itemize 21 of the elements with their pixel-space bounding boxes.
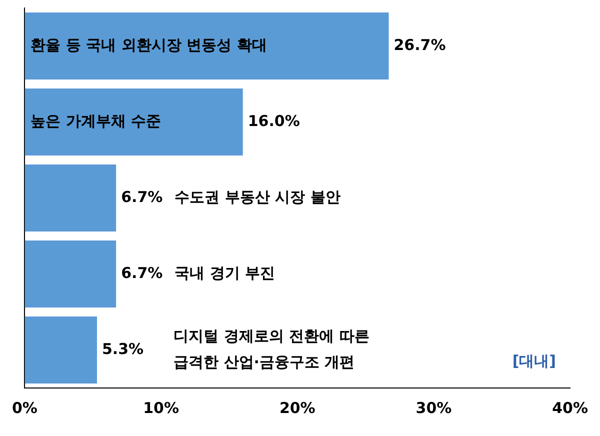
data-label: 6.7% [121,264,163,282]
data-label: 26.7% [394,36,446,54]
bar [24,164,116,232]
x-tick-label: 30% [416,398,452,417]
bar [24,316,97,384]
x-tick-label: 0% [12,398,38,417]
y-tick-label: 국내 경기 부진 [174,264,276,282]
x-tick-label: 10% [143,398,180,417]
data-label: 16.0% [248,112,300,130]
y-tick-label: 수도권 부동산 시장 불안 [174,188,340,206]
x-tick-label: 40% [552,398,588,417]
annotation: [대내] [512,352,556,370]
data-label: 5.3% [102,340,144,358]
data-label: 6.7% [121,188,163,206]
x-tick-label: 20% [279,398,316,417]
y-tick-label: 디지털 경제로의 전환에 따른 급격한 산업·금융구조 개편 [174,326,370,371]
y-tick-label: 환율 등 국내 외환시장 변동성 확대 [30,36,267,54]
bar [24,240,116,308]
bar [24,88,243,156]
bar [24,12,389,80]
y-tick-label: 높은 가계부채 수준 [30,112,162,130]
